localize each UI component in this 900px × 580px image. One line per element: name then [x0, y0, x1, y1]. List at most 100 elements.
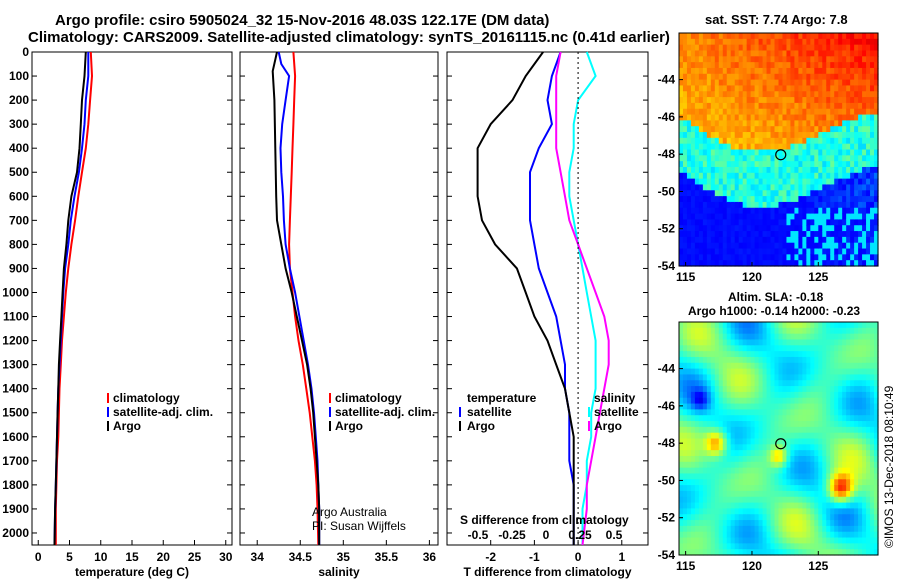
altimetry-map-cell: [826, 409, 831, 416]
sst-map-cell: [826, 219, 831, 226]
altimetry-map-cell: [770, 333, 776, 341]
sst-map-cell: [858, 102, 863, 110]
sst-map-cell: [762, 97, 768, 104]
altimetry-map-cell: [790, 450, 796, 457]
sst-map-cell: [726, 248, 732, 255]
altimetry-map-cell: [802, 514, 807, 521]
altimetry-map-cell: [694, 450, 700, 457]
sst-map-cell: [706, 161, 712, 168]
altimetry-map-cell: [770, 374, 776, 381]
altimetry-map-cell: [774, 490, 780, 498]
sst-map-cell: [782, 178, 788, 186]
altimetry-map-cell: [834, 461, 839, 469]
altimetry-map-cell: [754, 432, 760, 440]
sst-map-cell: [706, 73, 712, 81]
altimetry-map-cell: [854, 537, 859, 544]
sst-map-cell: [850, 155, 855, 162]
sst-map-cell: [806, 73, 811, 81]
altimetry-map-cell: [826, 351, 831, 358]
altimetry-map-cell: [826, 467, 831, 475]
sst-map-cell: [870, 132, 875, 139]
altimetry-map-cell: [862, 450, 867, 457]
sst-map-cell: [679, 190, 684, 197]
sst-map-cell: [718, 178, 724, 186]
sst-map-cell: [802, 260, 807, 267]
sst-map-cell: [794, 242, 799, 250]
sst-map-cell: [834, 236, 839, 244]
altimetry-map-cell: [738, 520, 744, 527]
sst-map-cell: [854, 120, 859, 127]
sst-map-cell: [838, 207, 843, 215]
sst-map-cell: [742, 120, 748, 127]
altimetry-map-cell: [750, 397, 756, 405]
altimetry-map-cell: [750, 380, 756, 387]
altimetry-map-cell: [690, 374, 696, 381]
sst-map-cell: [826, 196, 831, 203]
altimetry-map-cell: [758, 455, 764, 463]
sst-map-cell: [786, 236, 792, 244]
altimetry-map-cell: [806, 496, 811, 504]
altimetry-map-cell: [766, 374, 772, 381]
altimetry-map-cell: [802, 496, 807, 504]
altimetry-map-cell: [786, 391, 792, 399]
altimetry-map-cell: [814, 502, 819, 509]
sst-map-cell: [782, 126, 788, 133]
sst-map-cell: [786, 196, 792, 203]
sst-map-cell: [842, 67, 847, 75]
altimetry-map-cell: [850, 514, 855, 521]
altimetry-map-cell: [802, 403, 807, 410]
sst-map-cell: [686, 254, 692, 261]
altimetry-map-cell: [826, 450, 831, 457]
sst-map-cell: [742, 242, 748, 250]
sst-map-cell: [846, 201, 851, 209]
altimetry-map-cell: [714, 368, 720, 376]
sst-map-cell: [850, 56, 855, 63]
altimetry-map-cell: [766, 333, 772, 341]
sst-map-cell: [698, 231, 704, 238]
sst-map-cell: [826, 85, 831, 92]
altimetry-map-cell: [870, 531, 875, 539]
altimetry-map-cell: [850, 403, 855, 410]
sst-map-cell: [682, 73, 688, 81]
altimetry-map-cell: [794, 479, 799, 486]
sst-map-cell: [758, 97, 764, 104]
sst-map-cell: [866, 62, 871, 69]
altimetry-map-cell: [679, 432, 684, 440]
altimetry-map-cell: [770, 356, 776, 364]
altimetry-map-cell: [762, 397, 768, 405]
altimetry-map-cell: [786, 508, 792, 515]
altimetry-map-cell: [758, 380, 764, 387]
sst-map-cell: [686, 126, 692, 133]
sst-map-cell: [870, 213, 875, 220]
sst-map-cell: [782, 108, 788, 116]
sst-map-cell: [734, 132, 740, 139]
sst-map-cell: [726, 143, 732, 151]
sst-map-cell: [858, 242, 863, 250]
altimetry-map-cell: [862, 485, 867, 492]
altimetry-map-cell: [754, 351, 760, 358]
sst-map-cell: [842, 236, 847, 244]
altimetry-map-cell: [734, 362, 740, 370]
altimetry-map-cell: [778, 444, 784, 451]
altimetry-map-cell: [706, 356, 712, 364]
sst-map-cell: [830, 196, 835, 203]
sst-map-cell: [718, 33, 724, 40]
sst-map-cell: [866, 108, 871, 116]
altimetry-map-cell: [806, 508, 811, 515]
sst-map-cell: [850, 236, 855, 244]
sst-map-cell: [766, 248, 772, 255]
sst-map-cell: [730, 178, 736, 186]
altimetry-map-cell: [758, 485, 764, 492]
sst-map-cell: [802, 73, 807, 81]
altimetry-map-cell: [818, 520, 823, 527]
altimetry-map-cell: [774, 374, 780, 381]
altimetry-map-cell: [722, 461, 728, 469]
altimetry-map-cell: [834, 368, 839, 376]
sst-map-cell: [782, 73, 788, 81]
altimetry-map-cell: [826, 543, 831, 550]
altimetry-map-cell: [766, 455, 772, 463]
altimetry-map-cell: [818, 327, 823, 335]
sst-map-cell: [770, 56, 776, 63]
altimetry-map-cell: [679, 409, 684, 416]
sst-map-cell: [734, 260, 740, 267]
